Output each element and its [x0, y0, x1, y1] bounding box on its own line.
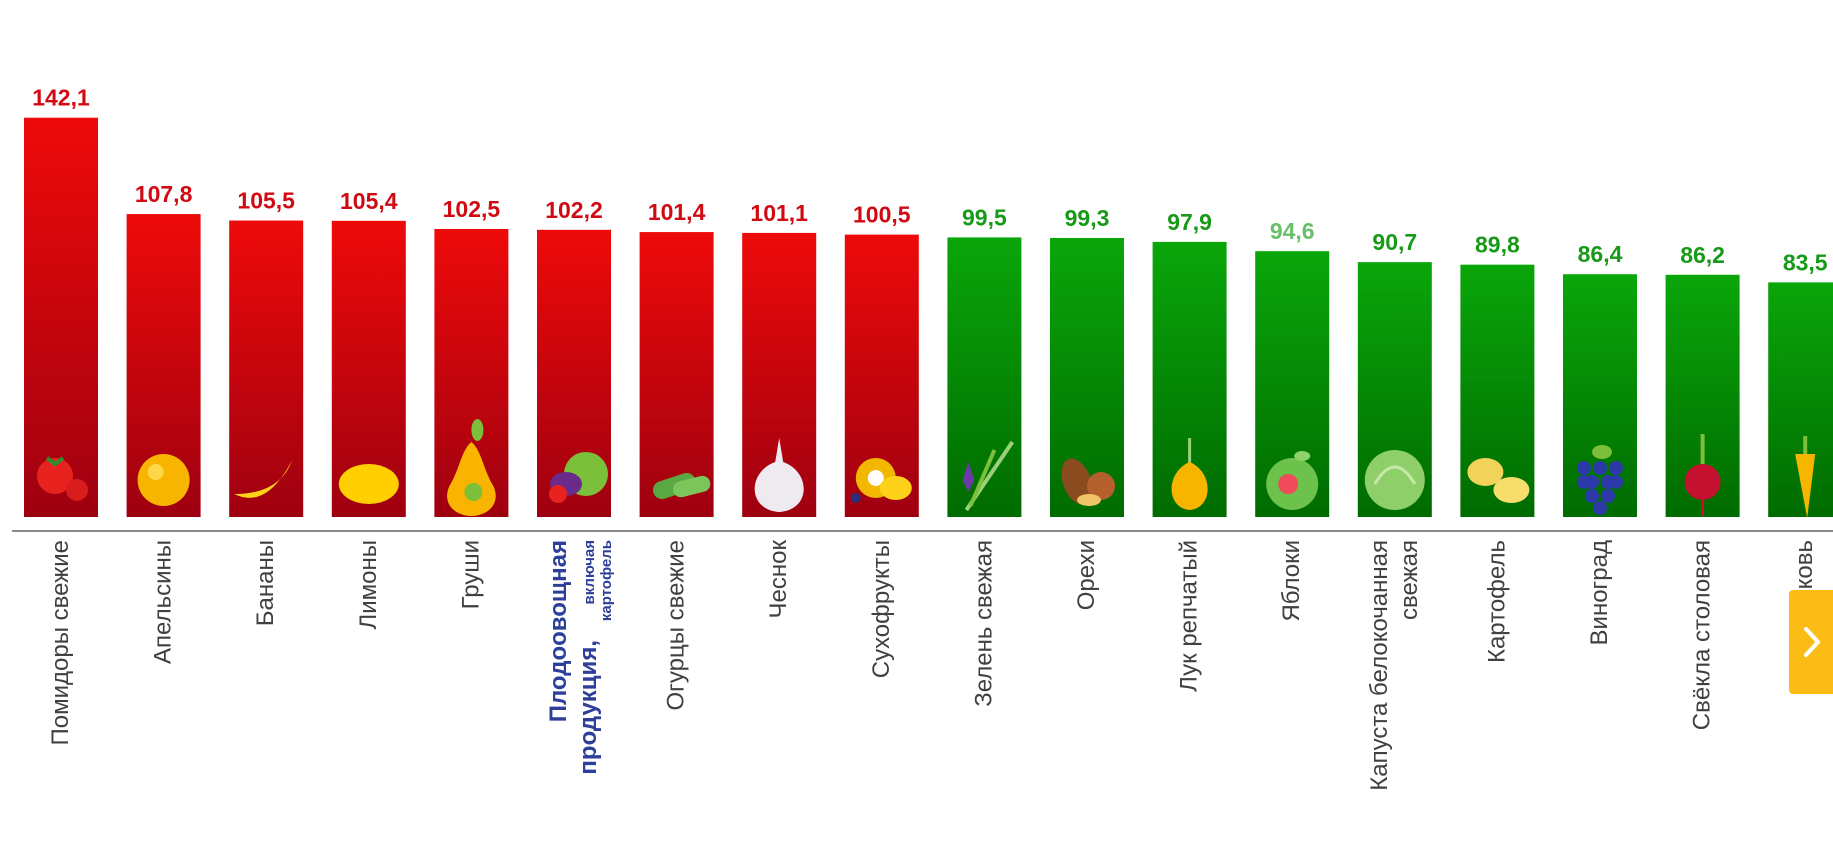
nuts-icon — [1061, 458, 1115, 506]
svg-text:Чеснок: Чеснок — [765, 540, 792, 619]
svg-text:Бананы: Бананы — [252, 540, 279, 626]
bar-0 — [24, 117, 98, 517]
category-label-13: Капуста белокочанная свежая — [1366, 540, 1423, 791]
value-label-13: 90,7 — [1372, 229, 1417, 255]
svg-text:Картофель: Картофель — [1483, 540, 1510, 663]
carrot-icon — [1795, 436, 1816, 518]
value-label-4: 102,5 — [443, 196, 501, 222]
value-label-0: 142,1 — [32, 85, 90, 111]
category-label-15: Виноград — [1586, 540, 1613, 645]
cabbage-icon — [1364, 450, 1425, 510]
category-label-6: Огурцы свежие — [663, 540, 690, 711]
pear-icon — [447, 419, 496, 516]
lemon-icon — [338, 464, 399, 504]
category-label-12: Яблоки — [1278, 540, 1305, 622]
category-label-14: Картофель — [1483, 540, 1510, 663]
svg-text:Помидоры свежие: Помидоры свежие — [47, 540, 74, 746]
category-label-11: Лук репчатый — [1176, 540, 1203, 692]
value-label-3: 105,4 — [340, 188, 398, 214]
category-label-9: Зелень свежая — [970, 540, 997, 707]
value-label-8: 100,5 — [853, 202, 911, 228]
bar-15 — [1563, 274, 1637, 517]
value-label-11: 97,9 — [1167, 209, 1212, 235]
value-label-17: 83,5 — [1783, 249, 1828, 275]
category-label-10: Орехи — [1073, 540, 1100, 610]
category-label-1: Апельсины — [150, 540, 177, 664]
value-label-2: 105,5 — [237, 188, 295, 214]
svg-text:Груши: Груши — [457, 540, 484, 609]
category-label-0: Помидоры свежие — [47, 540, 74, 746]
potato-icon — [1467, 458, 1530, 503]
svg-text:включая: включая — [581, 540, 598, 604]
category-label-8: Сухофрукты — [868, 540, 895, 678]
bar-2 — [229, 220, 304, 518]
svg-text:Лимоны: Лимоны — [355, 540, 382, 630]
svg-text:Капуста белокочанная: Капуста белокочанная — [1366, 540, 1393, 791]
garlic-icon — [754, 438, 804, 512]
value-label-1: 107,8 — [135, 181, 193, 207]
svg-text:Виноград: Виноград — [1586, 540, 1613, 645]
cucumber-icon — [652, 472, 711, 500]
svg-text:Свёкла столовая: Свёкла столовая — [1689, 540, 1716, 730]
next-slide-button[interactable] — [1789, 590, 1833, 694]
svg-text:Сухофрукты: Сухофрукты — [868, 540, 895, 678]
svg-text:Огурцы свежие: Огурцы свежие — [663, 540, 690, 711]
category-label-4: Груши — [457, 540, 484, 609]
category-label-5: Плодоовощная продукция, включая картофель — [545, 540, 615, 775]
svg-text:Орехи: Орехи — [1073, 540, 1100, 610]
value-label-15: 86,4 — [1578, 241, 1623, 267]
svg-text:Плодоовощная: Плодоовощная — [545, 540, 572, 722]
svg-text:Яблоки: Яблоки — [1278, 540, 1305, 622]
value-label-10: 99,3 — [1065, 205, 1110, 231]
category-label-7: Чеснок — [765, 540, 792, 619]
svg-text:картофель: картофель — [598, 540, 615, 621]
grape-icon — [1577, 445, 1623, 515]
orange-icon — [137, 454, 190, 506]
svg-text:продукция,: продукция, — [575, 640, 602, 775]
chevron-right-icon — [1804, 627, 1820, 657]
vegetables-basket-icon — [549, 452, 608, 503]
beet-icon — [1684, 434, 1721, 516]
value-label-12: 94,6 — [1270, 218, 1315, 244]
svg-text:Зелень свежая: Зелень свежая — [970, 540, 997, 707]
category-label-16: Свёкла столовая — [1689, 540, 1716, 730]
banana-icon — [234, 460, 293, 498]
apple-icon — [1266, 451, 1319, 510]
value-label-14: 89,8 — [1475, 232, 1520, 258]
value-label-5: 102,2 — [545, 197, 603, 223]
bar-6 — [639, 232, 714, 518]
onion-icon — [1171, 438, 1208, 510]
value-label-7: 101,1 — [750, 200, 808, 226]
value-label-9: 99,5 — [962, 204, 1007, 230]
svg-text:Лук репчатый: Лук репчатый — [1176, 540, 1203, 692]
svg-text:свежая: свежая — [1396, 540, 1423, 620]
value-label-6: 101,4 — [648, 199, 706, 225]
category-label-3: Лимоны — [355, 540, 382, 630]
tomato-icon — [37, 456, 88, 501]
dried-fruit-icon — [850, 458, 912, 503]
svg-text:Апельсины: Апельсины — [150, 540, 177, 664]
category-label-2: Бананы — [252, 540, 279, 626]
value-label-16: 86,2 — [1680, 242, 1725, 268]
greens-icon — [962, 440, 1015, 512]
